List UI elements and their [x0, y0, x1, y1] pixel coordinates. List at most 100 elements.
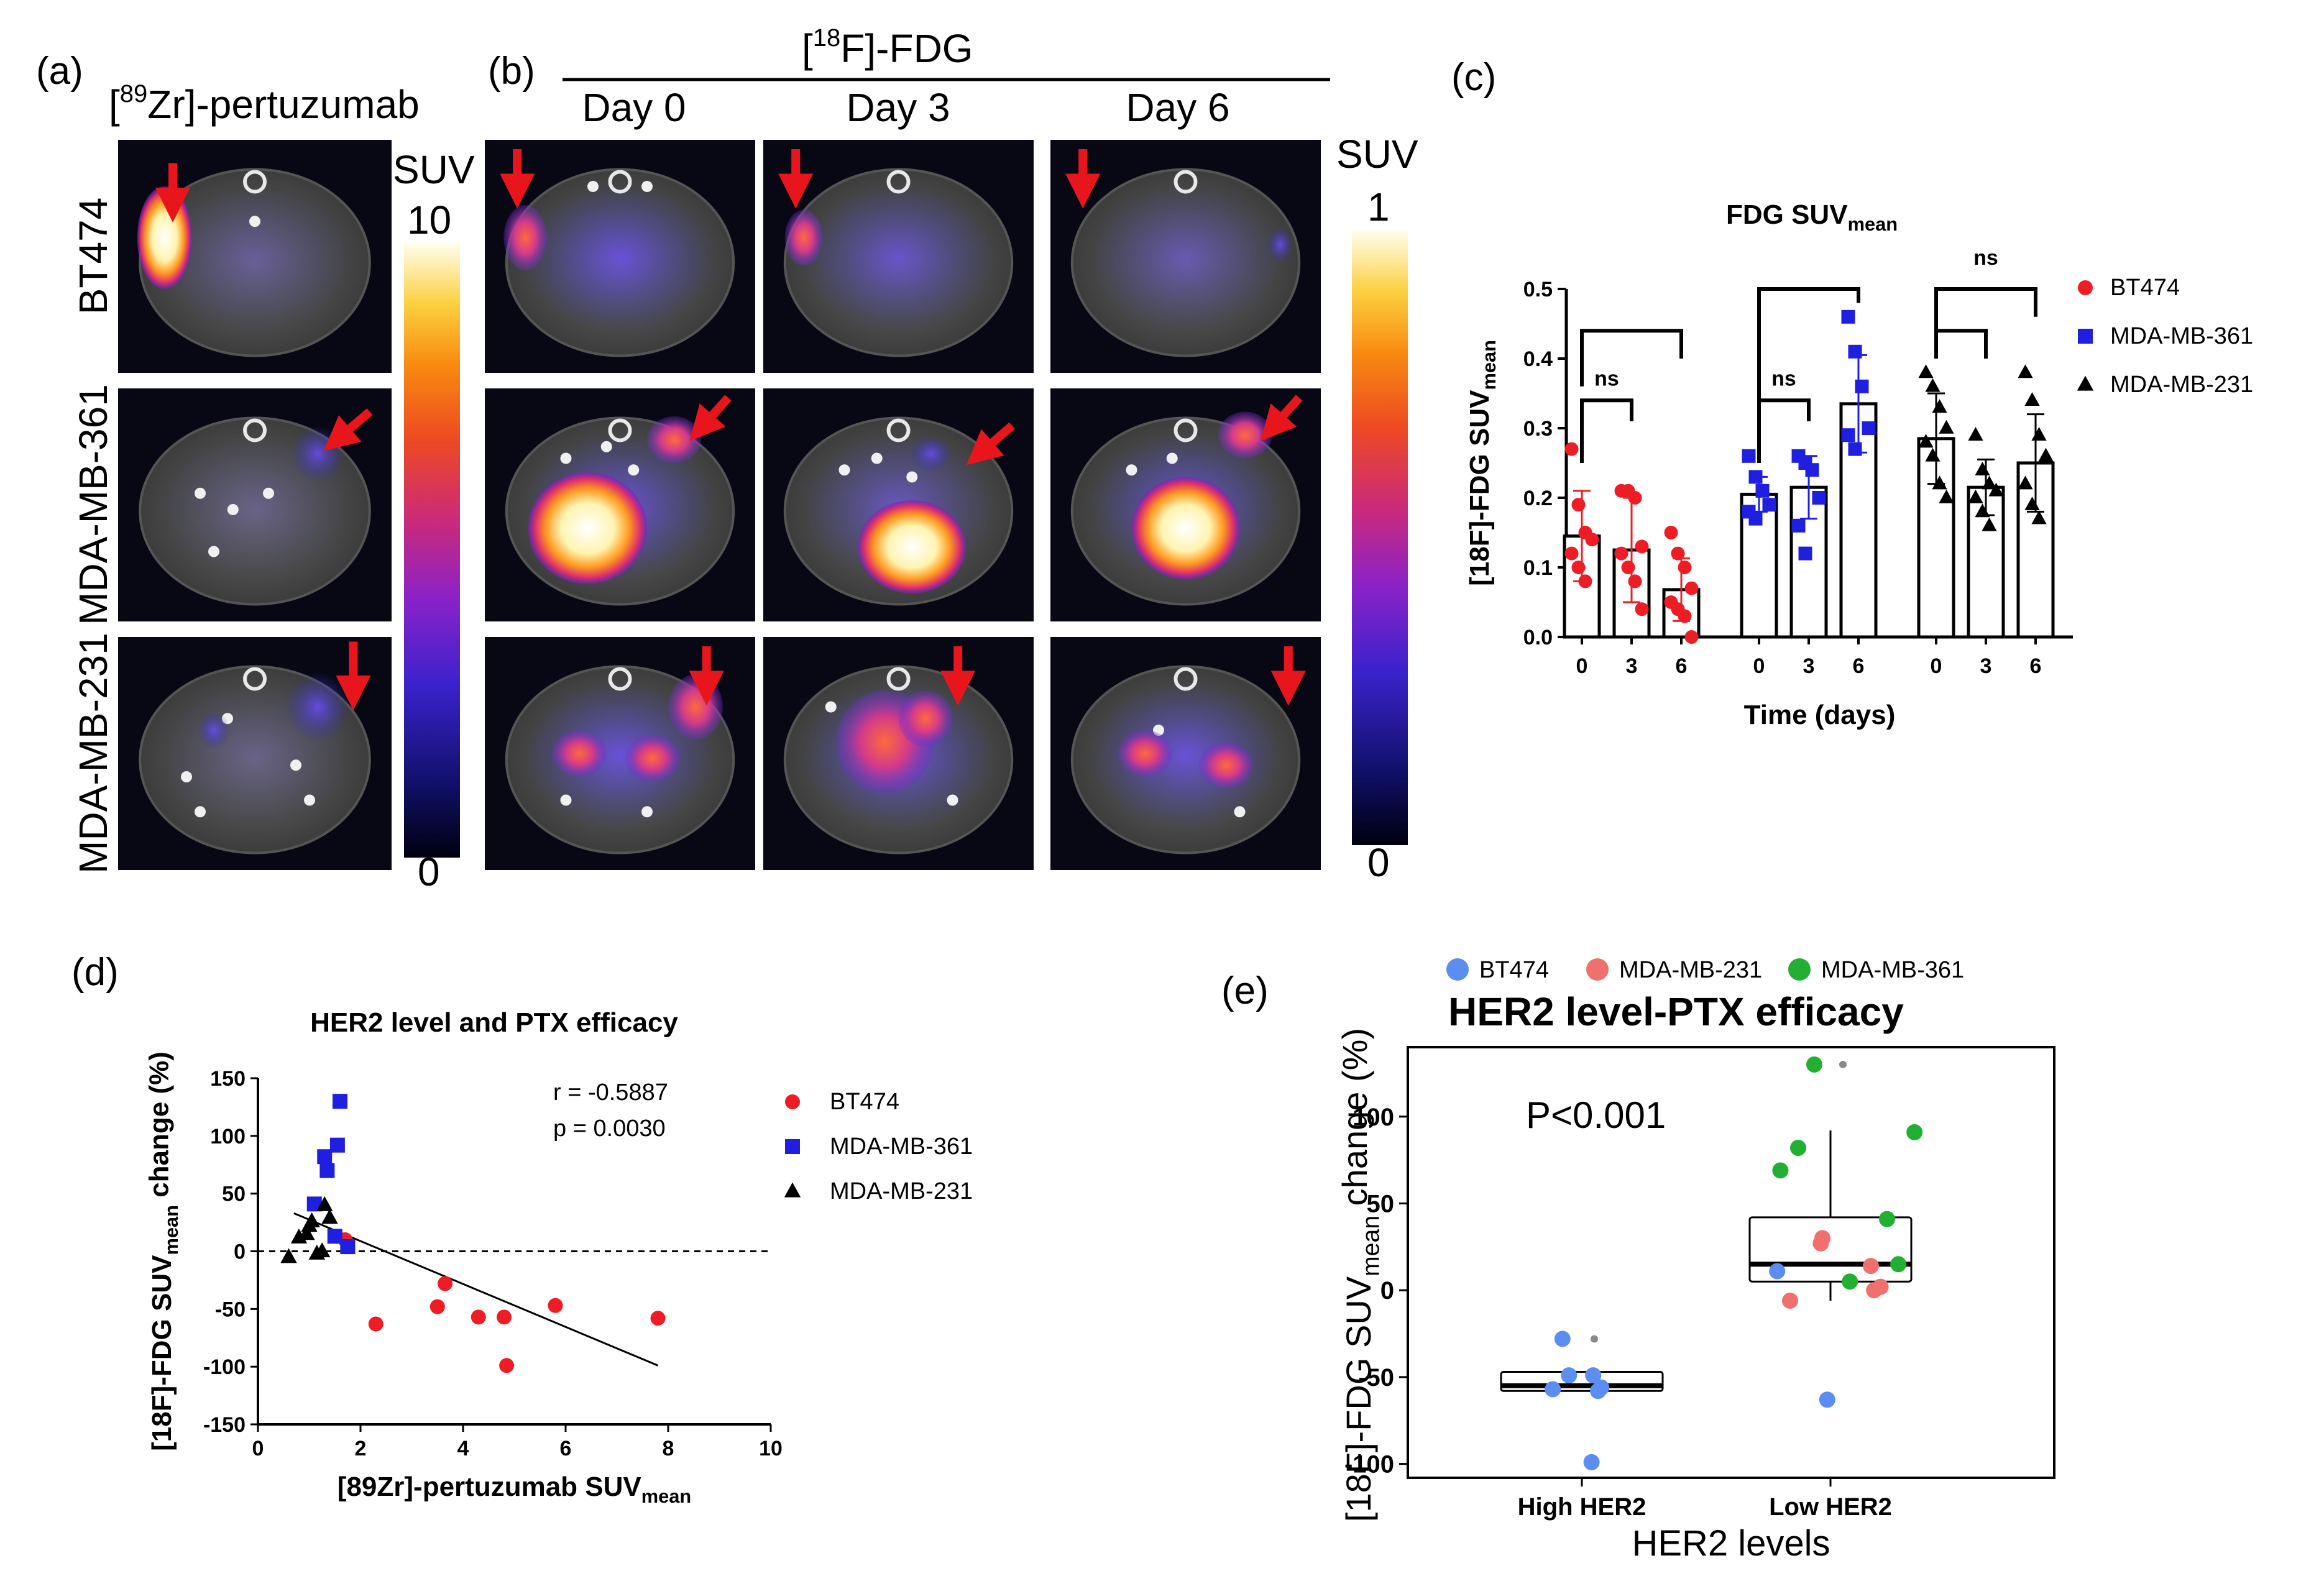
chart-d-ytick-label: 100: [210, 1125, 246, 1148]
chart-e-outlier: [1839, 1060, 1847, 1068]
chart-e-title: HER2 level-PTX efficacy: [1448, 989, 1904, 1034]
bone: [249, 216, 260, 227]
chart-c-legend-marker: [2078, 280, 2093, 295]
panel-b-tracer: [18F]-FDG: [802, 24, 973, 71]
chart-c-xtick-label: 6: [1676, 654, 1688, 678]
chart-d-title: HER2 level and PTX efficacy: [310, 1007, 678, 1038]
chart-d-point: [329, 1137, 345, 1153]
scan-b-r2-c3: [1050, 388, 1321, 621]
bone: [641, 181, 653, 192]
uptake-spot: [858, 500, 967, 593]
chart-e-ytick-label: -100: [1344, 1451, 1394, 1478]
panel-b-day-labels: Day 0 Day 3 Day 6: [582, 85, 1229, 130]
chart-e-point: [1814, 1230, 1830, 1247]
chart-c-point: [2031, 510, 2047, 525]
uptake-background: [1088, 680, 1284, 830]
chart-c-point: [1848, 344, 1862, 359]
bone: [628, 464, 640, 476]
chart-d-ytick-label: 0: [234, 1240, 246, 1264]
chart-d-point: [368, 1316, 384, 1332]
chart-c-point: [1862, 421, 1876, 435]
chart-d-xtick-label: 6: [560, 1437, 572, 1460]
chart-c-legend-marker: [2077, 375, 2094, 391]
chart-e-point: [1790, 1140, 1806, 1157]
chart-c-xtick-label: 3: [1803, 654, 1815, 678]
uptake-spot: [197, 712, 231, 749]
colorbar-b-min: 0: [1367, 840, 1390, 885]
chart-c-ylabel-main: [18F]-FDG SUV: [1464, 390, 1495, 586]
chart-e-ylabel: [18F]-FDG SUVmean change (%): [1335, 1028, 1385, 1522]
chart-c-point: [1848, 442, 1862, 456]
chart-c-xtick-label: 0: [1753, 654, 1765, 678]
chart-d-ytick-label: 150: [210, 1067, 246, 1091]
chart-e-xtick-label: Low HER2: [1769, 1493, 1892, 1521]
chart-c-point: [1635, 539, 1649, 554]
chart-c-point: [2038, 447, 2054, 462]
chart-c-point: [1635, 602, 1649, 616]
chart-c-bracket: [1580, 398, 1633, 463]
bone: [947, 794, 958, 806]
chart-e-point: [1906, 1124, 1923, 1140]
scan-b-r3-c3: [1050, 637, 1321, 870]
chart-c-legend-label: MDA-MB-361: [2110, 323, 2253, 349]
vertebra: [608, 418, 632, 442]
vertebra: [243, 418, 267, 442]
chart-d-ylabel-sub: mean: [160, 1205, 182, 1255]
chart-c-point: [1748, 470, 1763, 484]
uptake-spot: [1199, 741, 1254, 789]
chart-c-point: [1585, 533, 1599, 547]
vertebra: [886, 170, 911, 194]
panel-label-a: (a): [36, 50, 83, 93]
chart-c-point: [2024, 497, 2040, 510]
chart-d-ylabel-main: [18F]-FDG SUV: [147, 1255, 177, 1451]
chart-c-point: [1664, 526, 1678, 539]
vertebra: [886, 667, 911, 691]
vertebra: [608, 667, 632, 691]
chart-d-xtick-label: 4: [457, 1437, 469, 1460]
bone: [641, 806, 653, 818]
chart-d-point: [333, 1094, 347, 1109]
chart-d-xtick-label: 10: [759, 1437, 783, 1460]
chart-c-bracket: [1580, 329, 1683, 387]
chart-e-point: [1842, 1273, 1858, 1290]
chart-c-bracket: [1757, 287, 1860, 442]
colorbar-b: [1352, 230, 1408, 845]
uptake-spot: [898, 690, 953, 747]
chart-c-ytick-label: 0.0: [1523, 626, 1553, 649]
chart-e-ytick-label: 0: [1380, 1277, 1394, 1304]
chart-d-point: [438, 1276, 453, 1291]
chart-c-point: [1988, 482, 2004, 497]
chart-d-xtick-label: 8: [663, 1437, 674, 1460]
chart-d-point: [319, 1163, 335, 1178]
chart-c-point: [2031, 427, 2047, 441]
chart-c-ytick-label: 0.1: [1523, 556, 1553, 580]
chart-d-ytick-label: 50: [222, 1183, 246, 1206]
panel-a-tracer: [89Zr]-pertuzumab: [109, 80, 420, 127]
chart-c-ylabel-sub: mean: [1478, 340, 1500, 390]
chart-e-xtick-label: High HER2: [1518, 1493, 1647, 1521]
bone: [906, 471, 918, 483]
chart-e-point: [1772, 1162, 1789, 1179]
chart-d-point: [280, 1248, 297, 1263]
vertebra: [243, 667, 267, 691]
scan-b-r3-c2: [763, 637, 1034, 870]
vertebra: [1173, 667, 1198, 691]
bone: [1126, 464, 1137, 476]
chart-c-point: [1975, 503, 1990, 518]
chart-c-point: [1571, 561, 1586, 574]
chart-c-point: [1841, 309, 1855, 324]
chart-d-legend-label: MDA-MB-361: [830, 1134, 973, 1160]
chart-d-point: [327, 1229, 342, 1244]
chart-c-point: [1982, 475, 1997, 490]
chart-e-point: [1890, 1256, 1907, 1273]
uptake-spot: [528, 472, 647, 584]
chart-e-point: [1561, 1367, 1578, 1384]
chart-c-xtick-label: 0: [1931, 654, 1942, 678]
panel-a-images: [118, 140, 392, 870]
chart-e-point: [1585, 1367, 1602, 1384]
chart-c-point: [1571, 498, 1586, 512]
bone: [587, 181, 599, 192]
chart-d-ylabel-suffix: change (%): [144, 1051, 174, 1205]
vertebra: [886, 418, 911, 442]
chart-d-point: [317, 1149, 333, 1165]
